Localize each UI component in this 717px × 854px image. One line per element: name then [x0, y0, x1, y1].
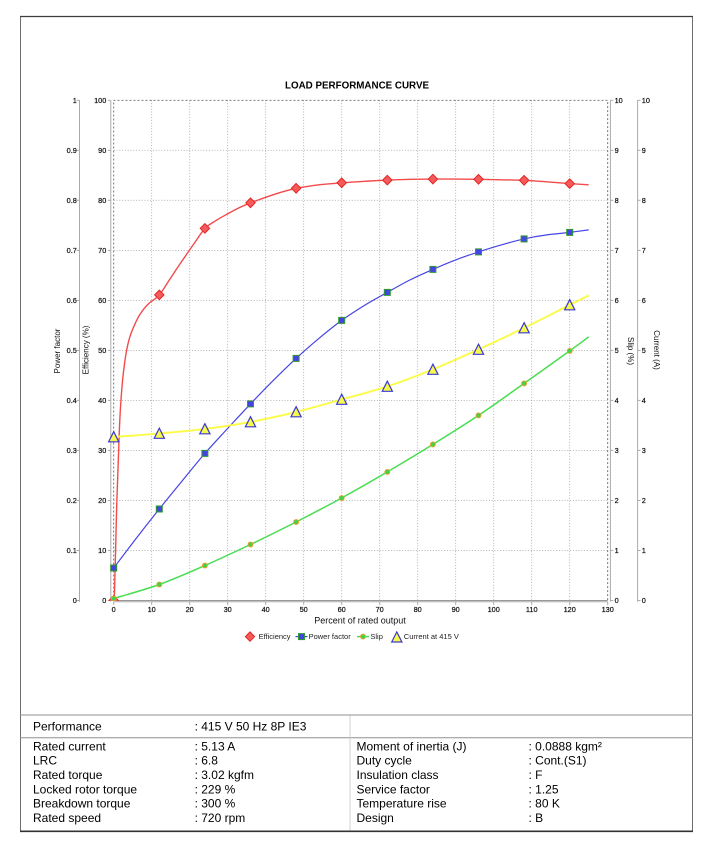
svg-text:10: 10	[615, 96, 623, 105]
svg-text:30: 30	[98, 446, 106, 455]
svg-text:0.3: 0.3	[67, 446, 77, 455]
svg-text:40: 40	[262, 605, 270, 614]
svg-text:Locked rotor torque: Locked rotor torque	[33, 782, 137, 796]
svg-text:60: 60	[338, 605, 346, 614]
svg-text:Insulation class: Insulation class	[357, 768, 439, 782]
svg-text:Duty cycle: Duty cycle	[357, 754, 413, 768]
svg-text:Efficiency: Efficiency	[259, 632, 291, 641]
svg-text:100: 100	[94, 96, 106, 105]
svg-text:Efficiency (%): Efficiency (%)	[82, 325, 91, 374]
svg-text:0: 0	[642, 596, 646, 605]
svg-text:0.6: 0.6	[67, 296, 77, 305]
svg-text:50: 50	[98, 346, 106, 355]
svg-text:LOAD PERFORMANCE CURVE: LOAD PERFORMANCE CURVE	[285, 81, 430, 92]
svg-text:0.4: 0.4	[67, 396, 77, 405]
svg-text:: 300 %: : 300 %	[195, 797, 236, 811]
svg-text:0.2: 0.2	[67, 496, 77, 505]
svg-text:0.9: 0.9	[67, 146, 77, 155]
svg-text:60: 60	[98, 296, 106, 305]
svg-text:70: 70	[98, 246, 106, 255]
svg-text:20: 20	[98, 496, 106, 505]
svg-text:70: 70	[376, 605, 384, 614]
svg-text:1: 1	[615, 546, 619, 555]
svg-text:: 229 %: : 229 %	[195, 782, 236, 796]
svg-text:Performance: Performance	[33, 720, 102, 734]
svg-text:2: 2	[615, 496, 619, 505]
svg-text:1: 1	[73, 96, 77, 105]
svg-text:Power factor: Power factor	[53, 328, 62, 373]
svg-text:2: 2	[642, 496, 646, 505]
svg-text:130: 130	[602, 605, 614, 614]
svg-text:Breakdown torque: Breakdown torque	[33, 797, 131, 811]
svg-text:10: 10	[642, 96, 650, 105]
svg-text:Rated torque: Rated torque	[33, 768, 103, 782]
svg-text:20: 20	[186, 605, 194, 614]
svg-text:50: 50	[300, 605, 308, 614]
svg-text:10: 10	[98, 546, 106, 555]
svg-text:: 3.02 kgfm: : 3.02 kgfm	[195, 768, 254, 782]
svg-text:Design: Design	[357, 811, 394, 825]
svg-text:0.1: 0.1	[67, 546, 77, 555]
svg-text:Current at 415 V: Current at 415 V	[404, 632, 459, 641]
svg-text:: 6.8: : 6.8	[195, 754, 219, 768]
svg-text:8: 8	[615, 196, 619, 205]
svg-text:: Cont.(S1): : Cont.(S1)	[529, 754, 587, 768]
svg-text:10: 10	[148, 605, 156, 614]
svg-text:Rated speed: Rated speed	[33, 811, 101, 825]
svg-text:: 5.13 A: : 5.13 A	[195, 739, 236, 753]
svg-text:3: 3	[642, 446, 646, 455]
svg-text:Service factor: Service factor	[357, 782, 430, 796]
svg-text:Rated current: Rated current	[33, 739, 106, 753]
svg-text:5: 5	[642, 346, 646, 355]
svg-text:: 720 rpm: : 720 rpm	[195, 811, 246, 825]
svg-text:0: 0	[73, 596, 77, 605]
svg-text:Percent of rated output: Percent of rated output	[314, 616, 406, 626]
svg-text:: F: : F	[529, 768, 543, 782]
svg-text:9: 9	[642, 146, 646, 155]
svg-text:1: 1	[642, 546, 646, 555]
svg-text:Temperature rise: Temperature rise	[357, 797, 447, 811]
svg-text:3: 3	[615, 446, 619, 455]
svg-text:0.8: 0.8	[67, 196, 77, 205]
svg-text:: 415 V 50 Hz 8P IE3: : 415 V 50 Hz 8P IE3	[195, 720, 307, 734]
svg-text:8: 8	[642, 196, 646, 205]
svg-text:9: 9	[615, 146, 619, 155]
svg-text:100: 100	[488, 605, 500, 614]
svg-text:7: 7	[615, 246, 619, 255]
svg-text:40: 40	[98, 396, 106, 405]
svg-text:Current (A): Current (A)	[652, 330, 661, 370]
svg-text:LRC: LRC	[33, 754, 57, 768]
svg-text:0.5: 0.5	[67, 346, 77, 355]
svg-text:4: 4	[615, 396, 619, 405]
svg-text:0: 0	[102, 596, 106, 605]
svg-text:6: 6	[642, 296, 646, 305]
svg-text:120: 120	[564, 605, 576, 614]
svg-text:30: 30	[224, 605, 232, 614]
svg-text:5: 5	[615, 346, 619, 355]
svg-text:4: 4	[642, 396, 646, 405]
svg-text:90: 90	[98, 146, 106, 155]
svg-text:0: 0	[615, 596, 619, 605]
svg-text:0.7: 0.7	[67, 246, 77, 255]
svg-text:6: 6	[615, 296, 619, 305]
svg-text:Moment of inertia (J): Moment of inertia (J)	[357, 739, 467, 753]
svg-text:: 1.25: : 1.25	[529, 782, 559, 796]
svg-text:Slip (%): Slip (%)	[626, 337, 635, 365]
svg-text:: 0.0888 kgm²: : 0.0888 kgm²	[529, 739, 602, 753]
svg-text:90: 90	[452, 605, 460, 614]
svg-text:0: 0	[112, 605, 116, 614]
svg-text:Power factor: Power factor	[309, 632, 352, 641]
svg-text:110: 110	[526, 605, 538, 614]
svg-text:: B: : B	[529, 811, 544, 825]
svg-text:80: 80	[98, 196, 106, 205]
svg-text:: 80 K: : 80 K	[529, 797, 560, 811]
svg-text:80: 80	[414, 605, 422, 614]
svg-text:Slip: Slip	[370, 632, 383, 641]
svg-text:7: 7	[642, 246, 646, 255]
